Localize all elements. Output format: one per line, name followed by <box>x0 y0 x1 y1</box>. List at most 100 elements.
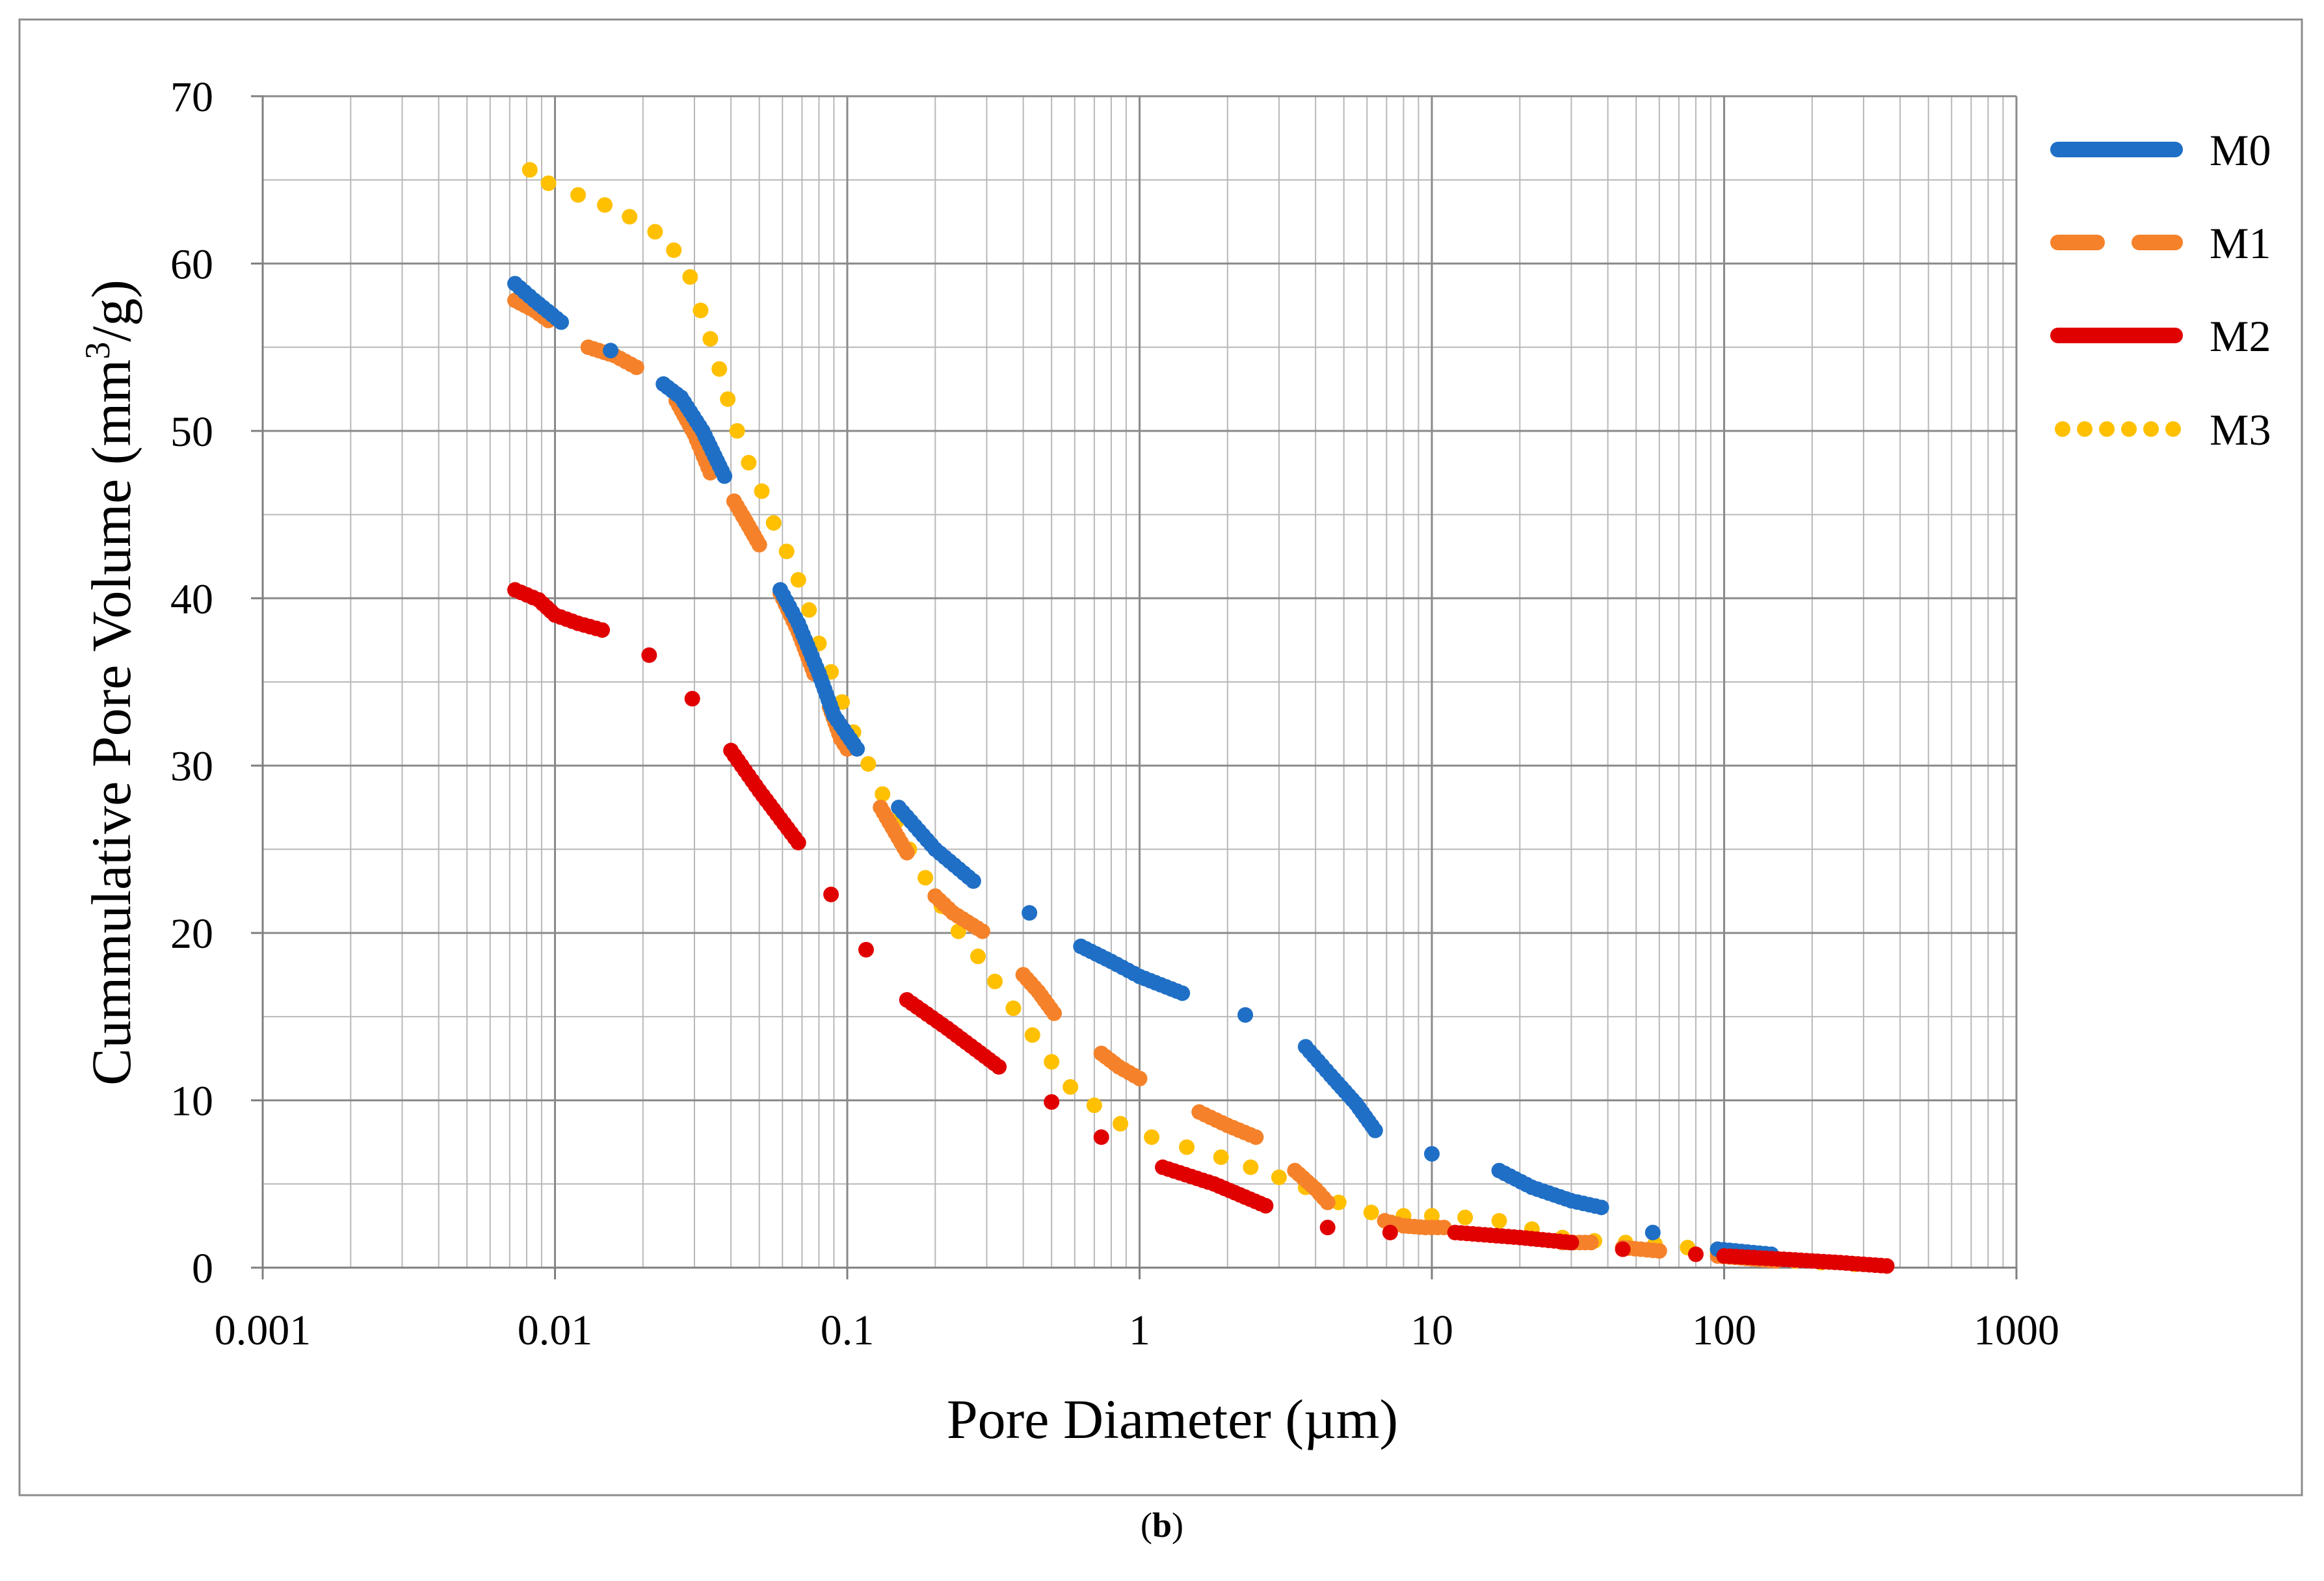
data-point-M3 <box>597 197 613 213</box>
data-point-M0 <box>603 343 619 359</box>
legend-label-M0: M0 <box>2210 125 2271 175</box>
y-tick-label: 20 <box>170 910 213 958</box>
data-point-M0 <box>1174 985 1191 1001</box>
legend-swatch-M3-dot <box>2099 421 2115 437</box>
data-point-M3 <box>1491 1212 1507 1229</box>
data-point-M3 <box>682 269 698 285</box>
data-point-M0 <box>717 468 733 484</box>
data-point-M3 <box>711 361 728 377</box>
data-point-M2 <box>1044 1094 1060 1110</box>
data-point-M2 <box>641 647 657 663</box>
data-point-M2 <box>790 835 806 851</box>
data-point-M2 <box>1879 1258 1895 1274</box>
data-point-M3 <box>1213 1149 1229 1166</box>
legend-label-M1: M1 <box>2210 218 2271 268</box>
data-point-M2 <box>991 1059 1007 1075</box>
y-tick-label: 0 <box>192 1245 213 1292</box>
data-point-M3 <box>875 786 891 802</box>
data-point-M3 <box>702 331 719 347</box>
data-point-M3 <box>729 423 745 439</box>
data-point-M0 <box>849 740 865 757</box>
x-tick-label: 0.1 <box>821 1307 875 1354</box>
legend-layer: M0 M1 M2 M3 <box>2050 125 2271 454</box>
caption-letter: b <box>1152 1506 1172 1545</box>
caption-close-paren: ) <box>1172 1506 1183 1545</box>
data-point-M3 <box>741 454 757 471</box>
data-point-M3 <box>754 483 770 499</box>
x-tick-label: 0.01 <box>518 1307 593 1354</box>
x-axis-label: Pore Diameter (µm) <box>947 1388 1398 1450</box>
series-M0 <box>507 276 1780 1262</box>
data-point-M3 <box>987 973 1003 989</box>
legend-swatch-M3-dot <box>2143 421 2159 437</box>
data-point-M3 <box>720 391 736 407</box>
x-tick-label: 100 <box>1692 1307 1756 1354</box>
data-point-M1 <box>1131 1071 1148 1087</box>
data-point-M1 <box>1248 1129 1264 1145</box>
legend-item-M1: M1 <box>2050 218 2271 268</box>
series-M2 <box>507 582 1895 1274</box>
data-point-M1 <box>1319 1194 1336 1210</box>
data-point-M3 <box>1024 1027 1040 1043</box>
data-point-M0 <box>553 314 570 330</box>
data-point-M3 <box>1086 1097 1102 1114</box>
data-point-M3 <box>570 187 587 203</box>
y-tick-label: 40 <box>170 575 213 623</box>
data-point-M3 <box>666 242 682 258</box>
data-point-M2 <box>1615 1241 1631 1257</box>
chart-border <box>18 18 2303 1496</box>
data-point-M1 <box>1651 1243 1667 1259</box>
data-point-M1 <box>974 923 990 939</box>
y-tick-label: 60 <box>170 241 213 288</box>
data-point-M3 <box>1330 1194 1347 1210</box>
data-point-M3 <box>1044 1054 1060 1070</box>
x-tick-label: 0.001 <box>215 1307 311 1354</box>
y-tick-label: 70 <box>170 73 213 121</box>
data-point-M3 <box>622 209 638 225</box>
data-point-M2 <box>1382 1224 1398 1240</box>
data-point-M0 <box>1022 905 1038 921</box>
data-point-M0 <box>965 873 981 889</box>
legend-swatch-M3-dot <box>2077 421 2093 437</box>
data-point-M2 <box>1319 1220 1336 1236</box>
data-point-M2 <box>823 886 839 902</box>
legend-swatch-M3-dot <box>2165 421 2181 437</box>
data-point-M3 <box>693 302 709 319</box>
data-point-M3 <box>1179 1139 1195 1155</box>
data-point-M2 <box>1563 1235 1579 1251</box>
data-point-M0 <box>1367 1122 1383 1138</box>
data-point-M1 <box>628 359 644 376</box>
x-tick-label: 1 <box>1129 1307 1150 1354</box>
data-point-M3 <box>647 224 663 240</box>
data-point-M3 <box>1363 1205 1379 1221</box>
data-point-M2 <box>1258 1197 1274 1214</box>
data-point-M3 <box>918 870 934 886</box>
y-tick-label: 30 <box>170 743 213 790</box>
data-point-M3 <box>860 756 877 772</box>
legend-item-M0: M0 <box>2050 125 2271 175</box>
data-point-M1 <box>1046 1005 1063 1021</box>
axis-layer: 0.001 0.01 0.1 1 10 100 1000 0 10 20 30 40 50 60 70 <box>170 73 2059 1354</box>
y-axis-label: Cummulative Pore Volume (mm3/g) <box>78 280 142 1086</box>
data-point-M2 <box>684 690 700 707</box>
legend-swatch-M3-dot <box>2055 421 2070 437</box>
x-tick-label: 1000 <box>1974 1307 2059 1354</box>
data-point-M0 <box>1593 1199 1609 1216</box>
legend-label-M3: M3 <box>2210 405 2271 454</box>
data-point-M3 <box>801 602 817 618</box>
data-point-M2 <box>1093 1129 1109 1145</box>
data-point-M3 <box>1243 1159 1259 1175</box>
data-point-M2 <box>858 941 874 958</box>
data-point-M3 <box>1063 1078 1079 1095</box>
data-point-M2 <box>1687 1246 1704 1262</box>
data-point-M3 <box>540 175 557 191</box>
y-tick-label: 10 <box>170 1078 213 1125</box>
data-point-M1 <box>899 844 915 861</box>
data-point-M3 <box>1424 1208 1440 1224</box>
data-point-M1 <box>1583 1235 1599 1251</box>
legend-swatch-M3-dot <box>2121 421 2137 437</box>
y-axis-label-superscript: 3 <box>78 342 117 359</box>
x-tick-label: 10 <box>1410 1307 1453 1354</box>
